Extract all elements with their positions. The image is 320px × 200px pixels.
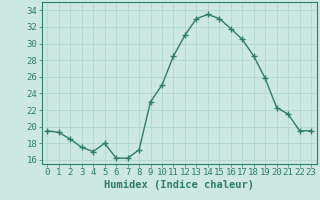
X-axis label: Humidex (Indice chaleur): Humidex (Indice chaleur) [104,180,254,190]
